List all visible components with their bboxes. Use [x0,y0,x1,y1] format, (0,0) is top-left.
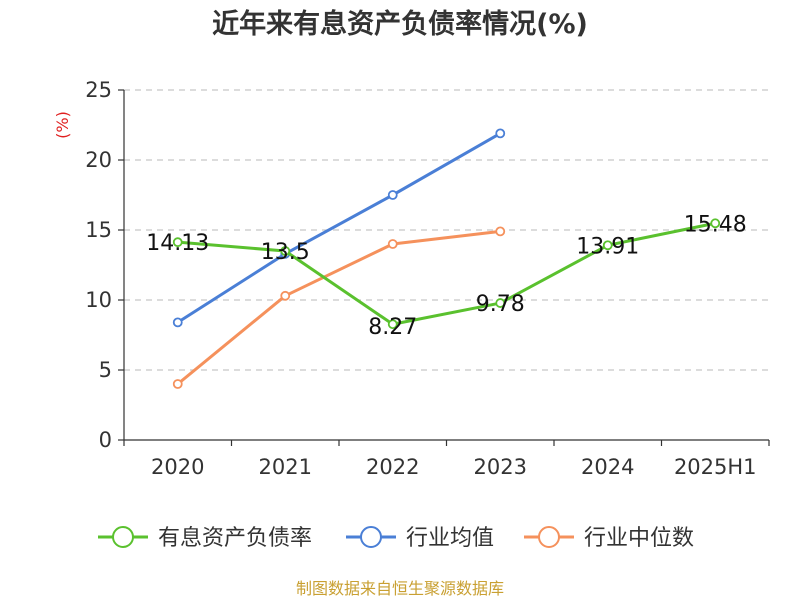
series-line-2 [176,229,501,386]
axes: 0 5 10 15 20 25 2020 2021 2022 2023 2024 2025H1 [85,78,770,479]
legend-label: 行业均值 [406,526,494,551]
source-note: 制图数据来自恒生聚源数据库 [296,579,504,598]
legend-marker [538,526,560,548]
legend-marker [112,526,134,548]
y-tick-label: 15 [85,218,112,242]
data-point [172,317,183,328]
x-tick-label: 2021 [259,455,312,479]
data-point [495,226,506,237]
grid-lines [124,89,769,371]
x-tick-label: 2020 [151,455,204,479]
data-label: 15.48 [684,212,747,237]
x-tick-label: 2023 [474,455,527,479]
data-point [710,218,721,229]
data-label: 14.13 [146,231,209,256]
data-point [280,290,291,301]
data-point [387,319,398,330]
data-label: 13.5 [261,240,310,265]
data-label: 8.27 [368,315,417,340]
data-point [495,298,506,308]
legend-label: 行业中位数 [584,526,694,551]
data-point [280,246,291,256]
chart-title: 近年来有息资产负债率情况(%) [212,8,588,40]
data-point [172,379,183,389]
y-tick-label: 0 [99,428,112,452]
data-label: 9.78 [476,292,525,317]
data-point [387,190,398,200]
series-line-0 [177,221,716,326]
data-point [495,128,506,139]
x-tick-label: 2025H1 [674,455,757,479]
y-tick-label: 20 [85,148,112,172]
data-point [172,237,183,248]
y-tick-label: 25 [85,78,112,102]
legend-label: 有息资产负债率 [158,526,312,551]
legend-marker [360,526,382,548]
x-tick-label: 2024 [581,455,634,479]
data-point [387,239,398,249]
series-group: 14.13 13.5 8.27 9.78 13.91 15.48 [146,128,747,389]
y-tick-label: 10 [85,288,112,312]
data-label: 13.91 [576,234,639,259]
legend: 有息资产负债率 行业均值 行业中位数 [98,526,694,551]
y-tick-label: 5 [99,358,112,382]
x-tick-label: 2022 [366,455,419,479]
y-axis-unit: (%) [53,111,72,139]
data-point [602,240,613,251]
series-line-1 [176,132,501,324]
